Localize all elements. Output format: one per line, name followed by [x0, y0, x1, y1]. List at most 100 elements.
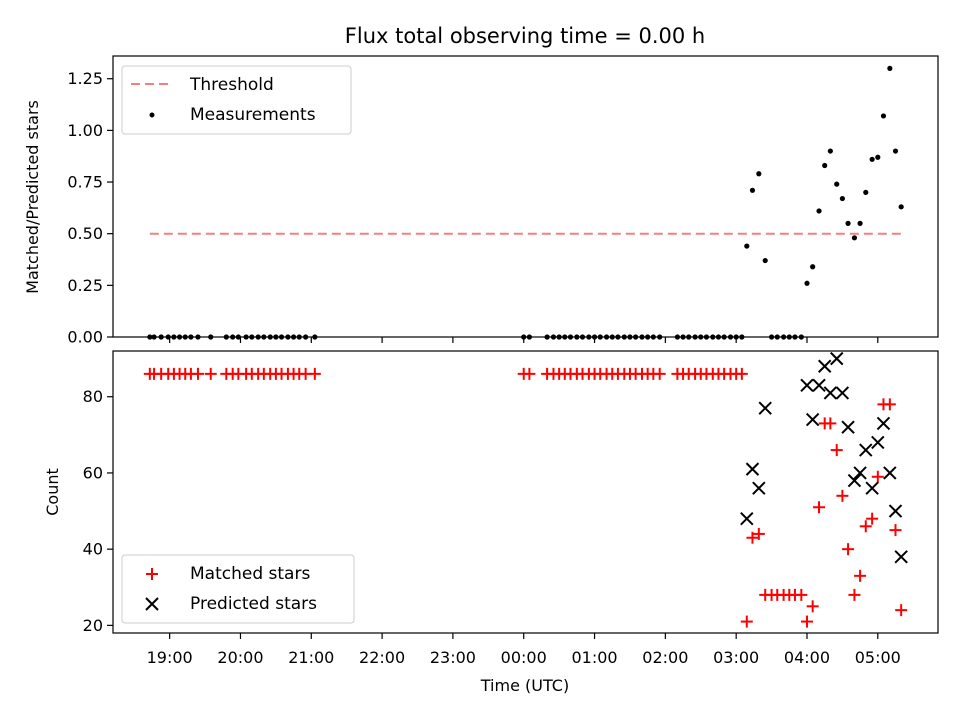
measurement-point — [721, 334, 727, 340]
measurement-point — [296, 334, 302, 340]
measurement-point — [151, 334, 157, 340]
predicted-star-point — [859, 443, 873, 457]
measurement-point — [698, 334, 704, 340]
matched-star-point — [204, 367, 217, 380]
measurement-point — [627, 334, 633, 340]
predicted-star-point — [865, 481, 879, 495]
bottom-xtick-label: 04:00 — [784, 648, 830, 667]
matched-star-point — [806, 600, 819, 613]
measurement-point — [810, 264, 816, 270]
predicted-star-point — [894, 550, 908, 564]
predicted-star-point — [876, 416, 891, 431]
measurement-point — [261, 334, 267, 340]
matched-star-point — [735, 367, 748, 380]
measurement-point — [674, 334, 680, 340]
measurement-point — [609, 334, 615, 340]
measurement-point — [615, 334, 621, 340]
matched-star-point — [836, 489, 849, 502]
measurement-point — [892, 148, 899, 154]
top-ytick-label: 0.50 — [67, 224, 103, 243]
measurement-point — [816, 208, 822, 214]
top-ytick-label: 1.00 — [67, 121, 103, 140]
measurement-point — [591, 334, 598, 340]
measurement-point — [680, 334, 686, 340]
measurement-point — [781, 334, 787, 340]
predicted-star-point — [812, 378, 826, 393]
predicted-star-point — [823, 386, 838, 400]
matched-star-point — [830, 444, 843, 457]
measurement-point — [188, 334, 194, 340]
measurement-point — [639, 334, 645, 340]
measurement-point — [182, 334, 188, 340]
bottom-ytick-label: 20 — [83, 616, 103, 635]
measurement-point — [243, 334, 249, 340]
bottom-ylabel: Count — [43, 468, 62, 516]
matched-star-point — [848, 588, 861, 601]
top-ytick-label: 0.00 — [67, 328, 103, 347]
measurement-point — [869, 156, 875, 162]
measurement-point — [267, 334, 273, 340]
legend-threshold-label: Threshold — [189, 75, 274, 95]
predicted-star-point — [871, 435, 885, 450]
predicted-star-point — [740, 511, 754, 526]
predicted-star-point — [745, 462, 760, 476]
predicted-star-point — [888, 504, 903, 518]
matched-star-point — [523, 367, 536, 380]
measurement-point — [710, 334, 716, 340]
bottom-xtick-label: 20:00 — [217, 648, 263, 667]
bottom-panel: 20 40 60 80 19:00 20:00 21:00 22:00 23:00 00:00 01… — [43, 350, 939, 695]
bottom-ytick-label: 80 — [83, 387, 103, 406]
measurement-point — [273, 334, 279, 340]
measurement-point — [733, 334, 739, 340]
top-ytick-label: 0.25 — [67, 276, 103, 295]
measurement-point — [804, 280, 810, 286]
measurement-point — [633, 334, 639, 340]
measurement-point — [579, 334, 586, 340]
measurement-point — [798, 334, 804, 340]
measurement-point — [749, 187, 756, 193]
predicted-star-point — [830, 351, 844, 366]
bottom-xtick-label: 19:00 — [147, 648, 193, 667]
measurement-point — [650, 334, 656, 340]
measurement-point — [556, 334, 562, 340]
measurement-point — [834, 181, 840, 187]
measurement-point — [744, 243, 750, 249]
measurement-point — [158, 334, 164, 340]
bottom-xtick-label: 01:00 — [571, 648, 617, 667]
measurement-point — [567, 334, 574, 340]
measurement-point — [230, 334, 236, 340]
matched-star-point — [740, 615, 753, 628]
matched-star-point — [191, 367, 204, 380]
matched-star-point — [866, 512, 879, 525]
bottom-xtick-label: 05:00 — [855, 648, 901, 667]
legend-predicted-label: Predicted stars — [190, 594, 317, 614]
top-panel: 0.00 0.25 0.50 0.75 1.00 1.25 Matched/Predict… — [23, 55, 939, 347]
bottom-ytick-label: 60 — [83, 463, 103, 482]
top-ytick-label: 0.75 — [67, 173, 103, 192]
measurement-point — [845, 220, 851, 226]
matched-star-point — [883, 398, 896, 411]
measurement-point — [223, 334, 229, 340]
measurement-point — [235, 334, 241, 340]
matched-star-point — [308, 367, 321, 380]
matched-star-point — [854, 569, 867, 582]
top-legend-box — [121, 65, 352, 135]
measurement-point — [586, 334, 592, 340]
measurement-point — [863, 189, 869, 195]
measurement-point — [880, 113, 887, 119]
measurement-point — [278, 334, 285, 340]
matched-star-point — [800, 615, 813, 628]
measurement-point — [544, 334, 550, 340]
matched-star-point — [895, 604, 908, 617]
predicted-star-point — [758, 401, 772, 415]
bottom-xtick-label: 02:00 — [642, 648, 688, 667]
measurement-point — [208, 334, 214, 340]
measurement-point — [574, 334, 580, 340]
legend-measurements-swatch — [149, 112, 155, 118]
bottom-axes-frame — [112, 350, 939, 634]
matched-star-point — [842, 543, 855, 556]
measurement-point — [792, 334, 798, 340]
measurement-point — [603, 334, 610, 340]
measurement-point — [898, 204, 904, 210]
predicted-star-point — [805, 412, 820, 427]
